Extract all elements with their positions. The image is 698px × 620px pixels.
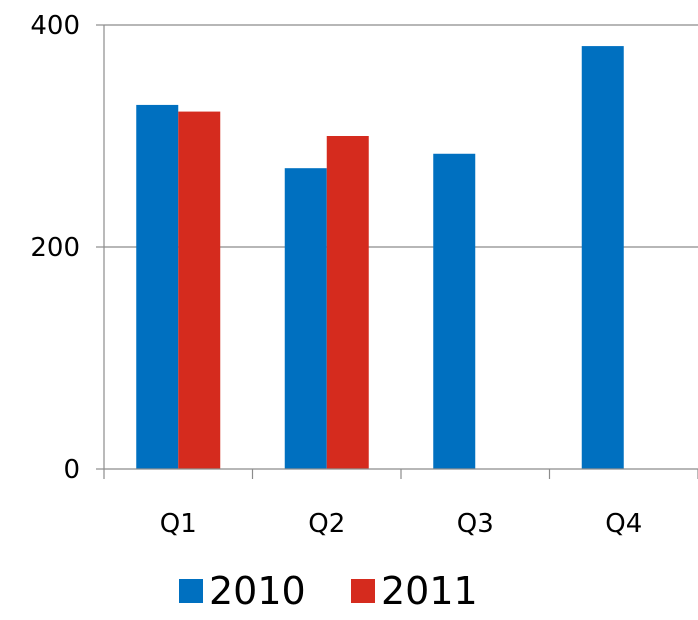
legend-swatch-2010: [179, 579, 203, 603]
bar-2011-Q1: [178, 111, 221, 469]
legend: 2010 2011: [179, 569, 478, 613]
legend-label-2011: 2011: [381, 569, 478, 613]
bar-2010-Q2: [284, 168, 327, 469]
y-tick-label-400: 400: [30, 11, 80, 41]
bar-2010-Q4: [581, 46, 624, 470]
bar-2011-Q2: [326, 136, 369, 469]
x-tick-label-Q1: Q1: [160, 509, 197, 539]
bar-2010-Q1: [136, 104, 179, 470]
bar-2010-Q3: [433, 153, 476, 469]
legend-label-2010: 2010: [209, 569, 306, 613]
bars: [136, 46, 624, 470]
x-tick-label-Q2: Q2: [308, 509, 345, 539]
y-tick-labels: 0 200 400: [30, 11, 80, 485]
x-tick-labels: Q1 Q2 Q3 Q4: [160, 509, 643, 539]
y-tick-label-0: 0: [63, 455, 80, 485]
x-tick-label-Q3: Q3: [457, 509, 494, 539]
x-tick-label-Q4: Q4: [605, 509, 642, 539]
legend-swatch-2011: [351, 579, 375, 603]
axes: [96, 24, 698, 479]
y-tick-label-200: 200: [30, 233, 80, 263]
